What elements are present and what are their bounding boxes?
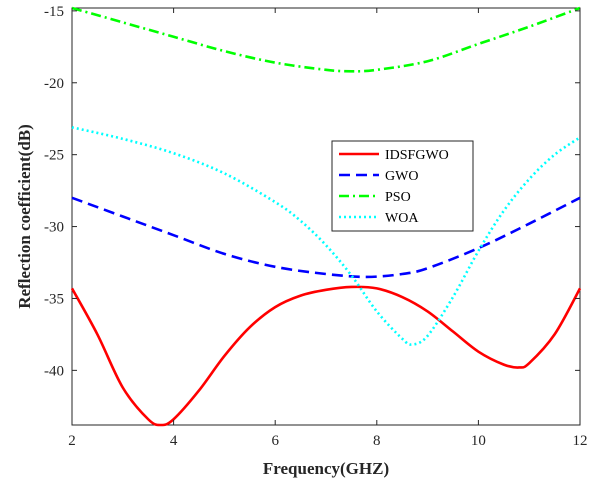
y-tick-label: -40	[44, 363, 64, 379]
x-tick-label: 6	[271, 433, 279, 449]
series-line-idsfgwo	[70, 285, 582, 427]
y-tick-label: -15	[44, 4, 64, 20]
y-tick-label: -25	[44, 148, 64, 164]
legend-label-woa: WOA	[385, 211, 419, 226]
series-line-woa	[71, 126, 581, 346]
y-tick-label: -35	[44, 291, 64, 307]
legend-label-pso: PSO	[385, 190, 411, 205]
series-line-gwo	[71, 196, 581, 279]
series-line-pso	[71, 6, 581, 73]
x-tick-label: 10	[471, 433, 486, 449]
x-axis-label: Frequency(GHZ)	[263, 459, 389, 478]
y-axis-ticks: -15 -20 -25 -30 -35 -40	[44, 4, 580, 379]
x-tick-label: 4	[170, 433, 178, 449]
x-axis-ticks: 2 4 6 8 10 12	[68, 8, 588, 449]
series-layer	[70, 6, 582, 427]
legend-label-gwo: GWO	[385, 169, 418, 184]
x-tick-label: 2	[68, 433, 76, 449]
y-tick-label: -30	[44, 220, 64, 236]
legend: IDSFGWO GWO PSO WOA	[331, 140, 474, 232]
y-axis-label: Reflection coefficient(dB)	[15, 124, 34, 309]
legend-label-idsfgwo: IDSFGWO	[385, 148, 449, 163]
x-tick-label: 12	[573, 433, 588, 449]
x-tick-label: 8	[373, 433, 381, 449]
y-tick-label: -20	[44, 76, 64, 92]
plot-frame	[71, 7, 581, 426]
plot-area	[71, 7, 581, 426]
